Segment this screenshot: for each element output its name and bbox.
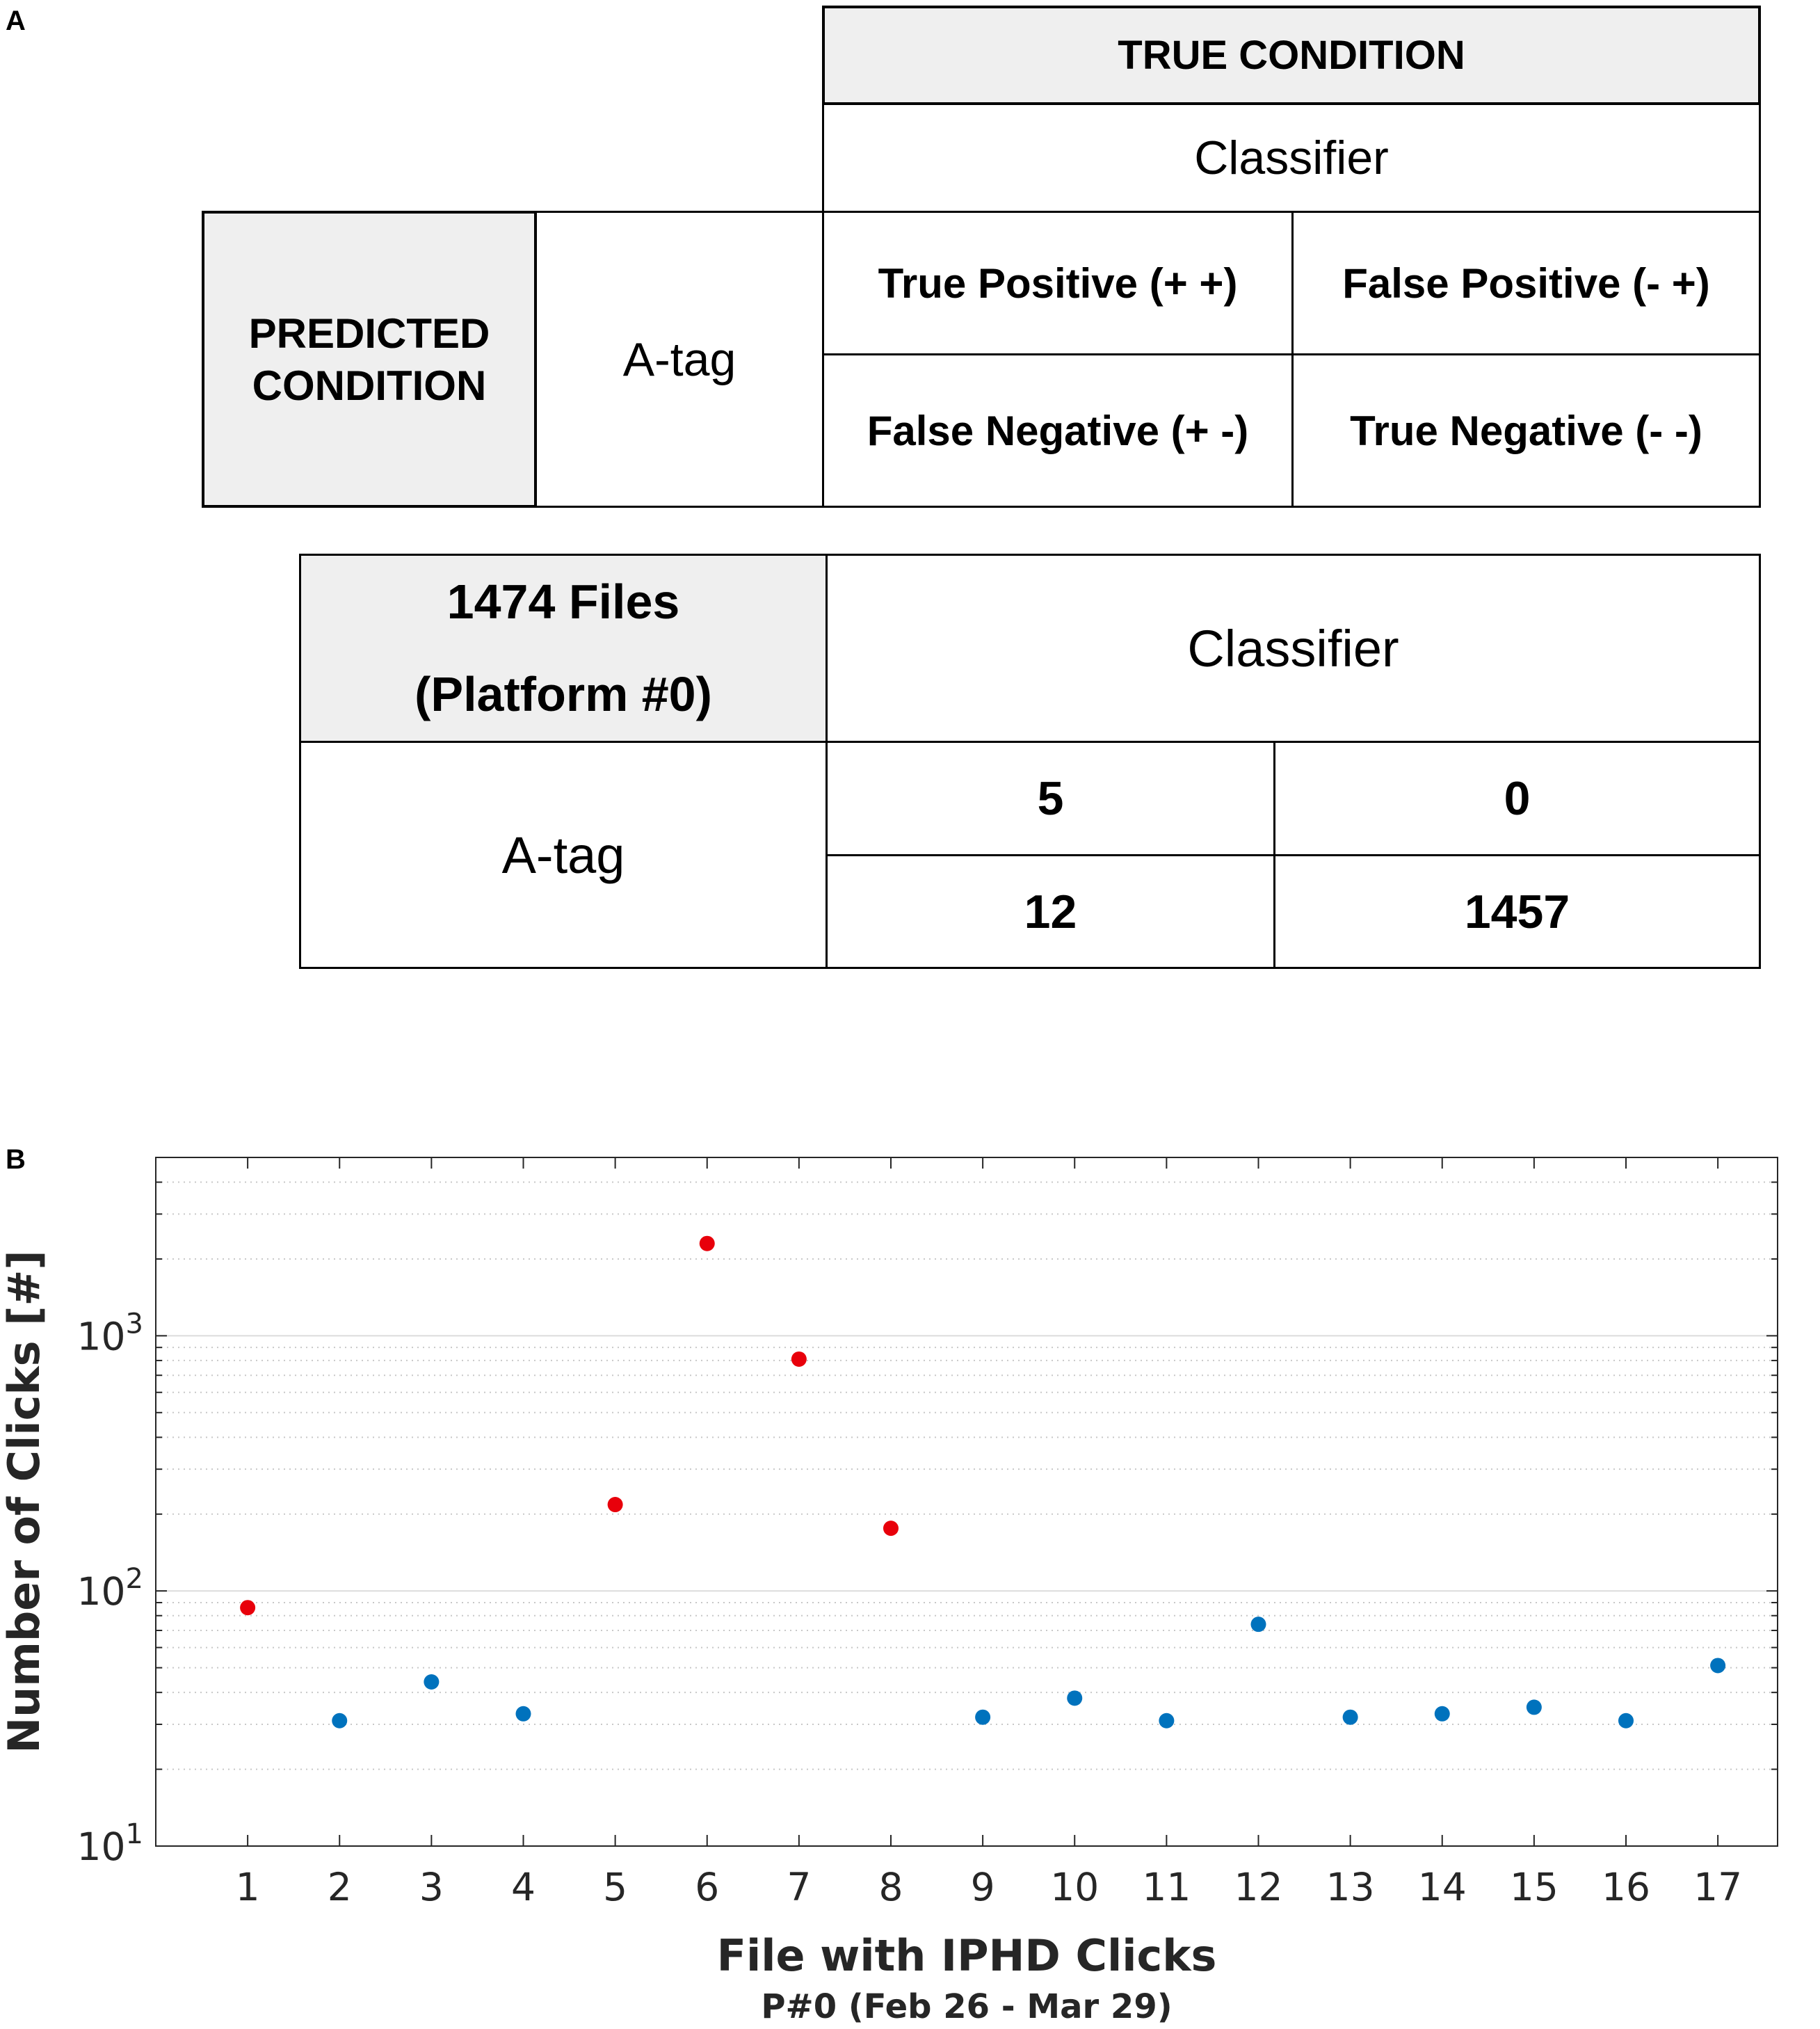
data-point xyxy=(1250,1617,1266,1633)
y-tick-label: 102 xyxy=(77,1563,143,1614)
plot-area xyxy=(155,1157,1778,1847)
x-tick-label: 14 xyxy=(1418,1865,1467,1909)
x-tick-label: 17 xyxy=(1693,1865,1742,1909)
data-point xyxy=(883,1521,899,1537)
true-negative-count: 1457 xyxy=(1273,854,1761,969)
x-tick-label: 13 xyxy=(1326,1865,1375,1909)
x-tick-label: 1 xyxy=(236,1865,260,1909)
data-point xyxy=(791,1351,807,1367)
data-point xyxy=(1067,1690,1083,1706)
predicted-condition-header: PREDICTED CONDITION xyxy=(202,211,537,508)
x-tick-label: 7 xyxy=(787,1865,811,1909)
data-point xyxy=(975,1709,991,1725)
x-tick-label: 8 xyxy=(878,1865,903,1909)
x-tick-label: 6 xyxy=(695,1865,719,1909)
data-point xyxy=(1710,1658,1726,1674)
predicted-condition-line-1: PREDICTED xyxy=(248,310,490,357)
data-point xyxy=(240,1600,256,1616)
data-point xyxy=(607,1497,623,1513)
files-platform: (Platform #0) xyxy=(414,667,712,721)
x-axis-title: File with IPHD Clicks xyxy=(717,1930,1217,1981)
data-points xyxy=(240,1235,1726,1729)
x-tick-label: 3 xyxy=(419,1865,444,1909)
x-tick-label: 12 xyxy=(1234,1865,1282,1909)
x-tick-label: 11 xyxy=(1142,1865,1191,1909)
false-negative-cell: False Negative (+ -) xyxy=(822,353,1294,508)
panel-label-a: A xyxy=(6,6,26,36)
a-tag-row-label: A-tag xyxy=(535,211,824,508)
data-point xyxy=(515,1706,531,1722)
files-count: 1474 Files xyxy=(446,575,680,629)
files-header: 1474 Files (Platform #0) xyxy=(299,554,828,743)
data-point xyxy=(332,1713,348,1729)
x-tick-label: 5 xyxy=(603,1865,627,1909)
data-point xyxy=(1342,1709,1358,1725)
x-tick-label: 15 xyxy=(1510,1865,1559,1909)
x-tick-label: 9 xyxy=(971,1865,995,1909)
data-point xyxy=(424,1674,440,1690)
y-tick-label: 101 xyxy=(77,1818,143,1869)
data-point xyxy=(1159,1713,1175,1729)
y-axis-title: Number of Clicks [#] xyxy=(0,1250,49,1753)
x-tick-label: 2 xyxy=(328,1865,352,1909)
data-point xyxy=(1618,1713,1634,1729)
data-point xyxy=(1526,1699,1542,1715)
x-tick-label: 4 xyxy=(511,1865,535,1909)
panel-label-b: B xyxy=(6,1144,26,1175)
true-negative-cell: True Negative (- -) xyxy=(1291,353,1761,508)
y-tick-label: 103 xyxy=(77,1308,143,1358)
x-tick-label: 10 xyxy=(1050,1865,1099,1909)
x-tick-label: 16 xyxy=(1602,1865,1650,1909)
x-axis-subtitle: P#0 (Feb 26 - Mar 29) xyxy=(761,1987,1172,2026)
data-point xyxy=(1434,1706,1450,1722)
grid-lines xyxy=(156,1157,1778,1847)
predicted-condition-line-2: CONDITION xyxy=(252,362,487,409)
data-point xyxy=(699,1235,715,1251)
